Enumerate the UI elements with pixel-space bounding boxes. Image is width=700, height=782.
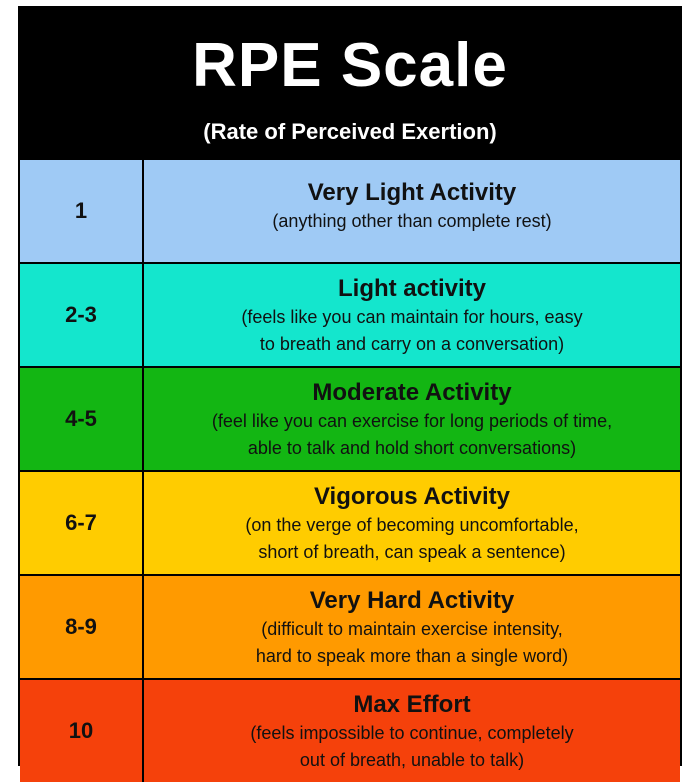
activity-detail-line: (feels like you can maintain for hours, … <box>241 307 583 327</box>
activity-description: Very Light Activity (anything other than … <box>144 160 680 262</box>
activity-detail-line: (on the verge of becoming uncomfortable, <box>245 515 579 535</box>
activity-detail-line: (difficult to maintain exercise intensit… <box>261 619 563 639</box>
rpe-level: 4-5 <box>20 368 144 470</box>
activity-description: Moderate Activity (feel like you can exer… <box>144 368 680 470</box>
rpe-scale-table: RPE Scale (Rate of Perceived Exertion) 1… <box>18 6 682 782</box>
activity-detail-line: hard to speak more than a single word) <box>255 646 569 666</box>
activity-description: Light activity (feels like you can mainta… <box>144 264 680 366</box>
activity-heading: Very Hard Activity <box>309 587 515 614</box>
activity-heading: Moderate Activity <box>312 379 512 406</box>
page-subtitle: (Rate of Perceived Exertion) <box>203 119 497 144</box>
rpe-level: 8-9 <box>20 576 144 678</box>
activity-detail-line: to breath and carry on a conversation) <box>259 334 565 354</box>
scale-row: 1 Very Light Activity (anything other than… <box>20 158 680 262</box>
scale-row: 8-9 Very Hard Activity (difficult to maint… <box>20 574 680 678</box>
rpe-level: 1 <box>20 160 144 262</box>
activity-detail-line: short of breath, can speak a sentence) <box>258 542 566 562</box>
scale-row: 4-5 Moderate Activity (feel like you can e… <box>20 366 680 470</box>
activity-detail-line: able to talk and hold short conversation… <box>247 438 577 458</box>
activity-heading: Vigorous Activity <box>313 483 511 510</box>
scale-row: 6-7 Vigorous Activity (on the verge of bec… <box>20 470 680 574</box>
table-header: RPE Scale (Rate of Perceived Exertion) <box>20 8 680 158</box>
page-title: RPE Scale <box>192 31 508 100</box>
activity-detail-line: (feel like you can exercise for long per… <box>211 411 613 431</box>
activity-description: Vigorous Activity (on the verge of becomi… <box>144 472 680 574</box>
rpe-level: 6-7 <box>20 472 144 574</box>
activity-detail-line: (feels impossible to continue, completel… <box>250 723 574 743</box>
activity-description: Max Effort (feels impossible to continue,… <box>144 680 680 782</box>
rpe-level: 2-3 <box>20 264 144 366</box>
activity-detail-line: out of breath, unable to talk) <box>299 750 525 770</box>
scale-rows: 1 Very Light Activity (anything other than… <box>20 158 680 782</box>
activity-heading: Very Light Activity <box>307 179 517 206</box>
rpe-level: 10 <box>20 680 144 782</box>
activity-detail-line: (anything other than complete rest) <box>272 211 552 231</box>
activity-heading: Light activity <box>337 275 487 302</box>
activity-heading: Max Effort <box>353 691 471 718</box>
activity-description: Very Hard Activity (difficult to maintain… <box>144 576 680 678</box>
scale-row: 10 Max Effort (feels impossible to continu… <box>20 678 680 782</box>
scale-row: 2-3 Light activity (feels like you can mai… <box>20 262 680 366</box>
